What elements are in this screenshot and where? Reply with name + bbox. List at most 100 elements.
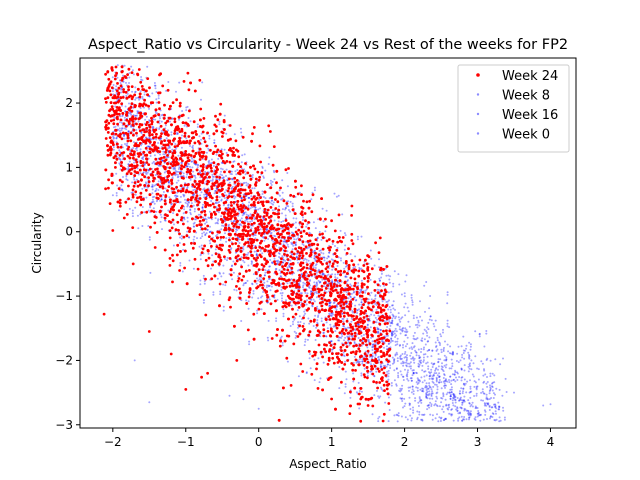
data-point [410,379,413,382]
data-point [198,135,201,138]
data-point [446,319,449,322]
data-point [287,200,290,203]
data-point [186,156,190,160]
data-point [133,178,136,181]
data-point [321,236,325,240]
data-point [240,167,243,170]
data-point [504,377,507,380]
data-point [451,362,454,365]
data-point [128,102,130,105]
data-point [445,384,447,387]
data-point [315,296,318,299]
data-point [342,354,345,357]
data-point [338,366,341,368]
data-point [389,308,392,311]
data-point [192,144,194,147]
data-point [462,399,465,402]
data-point [133,161,135,164]
data-point [142,153,145,156]
data-point [160,132,163,136]
data-point [222,177,225,180]
data-point [206,264,210,268]
data-point [461,392,464,395]
data-point [299,231,303,235]
data-point [213,192,216,195]
data-point [132,73,135,76]
data-point [406,378,409,380]
data-point [331,289,335,293]
data-point [450,391,453,394]
data-point [449,375,452,378]
data-point [499,363,502,366]
data-point [408,404,411,407]
data-point [461,403,464,406]
data-point [414,399,417,402]
data-point [282,227,284,230]
data-point [115,137,118,140]
data-point [449,395,452,398]
data-point [404,402,407,405]
data-point [163,219,166,222]
data-point [119,82,122,84]
data-point [193,218,196,221]
data-point [168,210,172,214]
data-point [298,324,301,328]
data-point [228,236,231,239]
data-point [203,187,206,190]
data-point [440,348,443,351]
data-point [352,334,355,337]
data-point [132,147,135,149]
data-point [377,332,380,335]
data-point [358,303,361,306]
data-point [338,336,341,339]
data-point [448,391,451,394]
data-point [434,400,437,403]
data-point [469,343,472,346]
data-point [222,272,225,275]
data-point [468,391,471,394]
data-point [279,194,281,197]
data-point [177,168,180,170]
data-point [270,231,273,234]
data-point [483,368,485,371]
data-point [288,265,291,268]
data-point [132,128,136,132]
data-point [402,406,404,409]
data-point [178,81,181,84]
data-point [383,284,385,287]
data-point [182,172,185,175]
data-point [263,274,266,277]
data-point [307,259,310,262]
data-point [199,279,202,282]
data-point [438,381,441,384]
data-point [290,253,293,256]
data-point [396,340,399,343]
data-point [451,402,454,404]
data-point [310,198,313,201]
data-point [323,259,326,262]
data-point [356,309,359,312]
data-point [370,257,373,260]
data-point [418,397,421,400]
data-point [352,361,355,364]
data-point [326,257,329,260]
data-point [149,206,152,209]
data-point [230,265,233,268]
data-point [324,230,327,233]
data-point [278,263,281,266]
data-point [463,364,466,367]
data-point [459,411,461,414]
data-point [445,393,448,396]
data-point [189,208,192,211]
data-point [177,175,180,178]
data-point [199,254,202,257]
data-point [210,267,212,270]
data-point [247,295,251,299]
data-point [391,334,393,337]
data-point [307,285,310,288]
data-point [147,163,151,167]
data-point [400,393,403,396]
data-point [305,371,308,374]
data-point [290,304,293,307]
data-point [414,397,417,400]
